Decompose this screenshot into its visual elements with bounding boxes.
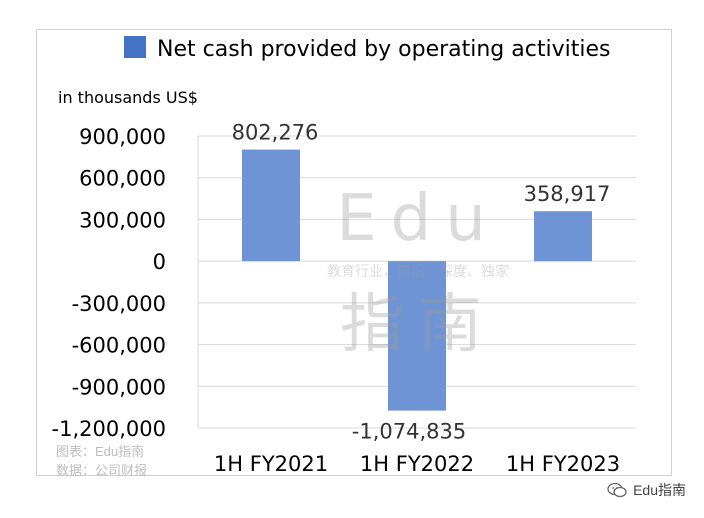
y-tick-label: -600,000 [72, 334, 166, 358]
y-axis-title: in thousands US$ [58, 88, 198, 107]
y-tick-label: 600,000 [79, 167, 166, 191]
bars: 802,276 -1,074,835 358,917 [232, 121, 611, 444]
wechat-icon [607, 482, 627, 498]
bar [388, 261, 446, 411]
y-tick-label: -300,000 [72, 292, 166, 316]
watermark-tagline: 教育行业，前沿、深度、独家 [327, 263, 509, 280]
x-tick-label: 1H FY2022 [360, 452, 474, 476]
x-tick-label: 1H FY2023 [506, 452, 620, 476]
y-tick-label: -1,200,000 [52, 417, 166, 441]
x-tick-label: 1H FY2021 [214, 452, 328, 476]
watermark: Edu 教育行业，前沿、深度、独家 指南 [327, 182, 509, 362]
chart-source-note: 图表：Edu指南 [56, 444, 145, 459]
data-label: -1,074,835 [352, 420, 466, 444]
legend-swatch [124, 36, 146, 58]
data-label: 802,276 [232, 121, 319, 145]
data-source-note: 数据：公司财报 [56, 463, 148, 478]
bar [242, 149, 300, 262]
y-tick-label: -900,000 [72, 375, 166, 399]
legend: Net cash provided by operating activitie… [124, 36, 610, 62]
brand-tag[interactable]: Edu指南 [607, 480, 686, 500]
y-tick-label: 300,000 [79, 208, 166, 232]
y-tick-label: 0 [153, 250, 166, 274]
y-tick-label: 900,000 [79, 125, 166, 149]
bar [534, 211, 592, 262]
data-label: 358,917 [524, 182, 611, 206]
watermark-guide: 指南 [340, 288, 496, 362]
watermark-edu: Edu [336, 182, 500, 256]
brand-name: Edu指南 [633, 482, 686, 498]
legend-label: Net cash provided by operating activitie… [157, 37, 610, 62]
axis-labels: 900,000 600,000 300,000 0 -300,000 -600,000 -9… [52, 125, 621, 476]
